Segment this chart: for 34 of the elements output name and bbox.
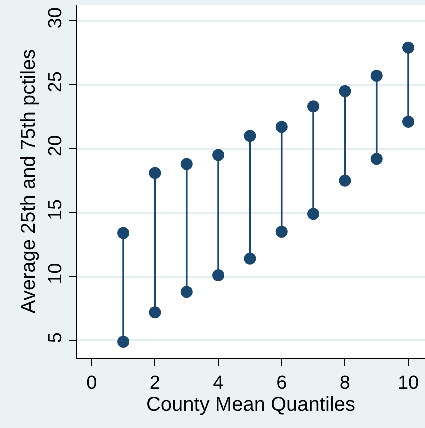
point (149, 167, 162, 180)
x-tick-label: 4 (213, 372, 224, 394)
y-axis-title: Average 25th and 75th pctiles (18, 49, 40, 314)
point (212, 270, 225, 282)
point (276, 226, 288, 238)
y-tick-label: 10 (45, 263, 66, 284)
point (402, 42, 415, 54)
point (244, 130, 256, 142)
point (180, 158, 193, 170)
x-tick-label: 6 (276, 372, 288, 394)
y-tick-label: 15 (45, 199, 66, 221)
point (308, 208, 320, 220)
point (118, 336, 130, 348)
y-tick-label: 25 (45, 72, 66, 93)
point (118, 227, 130, 240)
point (339, 85, 352, 98)
point (212, 149, 225, 162)
point (180, 286, 193, 298)
x-tick-label: 0 (86, 372, 98, 394)
x-tick-label: 2 (150, 372, 160, 394)
point (276, 121, 288, 134)
point (244, 252, 256, 265)
point (370, 70, 383, 82)
point (370, 153, 383, 166)
x-tick-label: 8 (340, 372, 350, 394)
x-tick-label: 10 (398, 372, 420, 394)
point (149, 306, 162, 319)
y-tick-label: 20 (45, 135, 66, 157)
point (402, 116, 415, 128)
y-tick-label: 5 (45, 332, 66, 344)
point (308, 100, 320, 113)
x-axis-title: County Mean Quantiles (146, 394, 356, 416)
point (339, 174, 352, 187)
y-tick-label: 30 (45, 8, 66, 29)
